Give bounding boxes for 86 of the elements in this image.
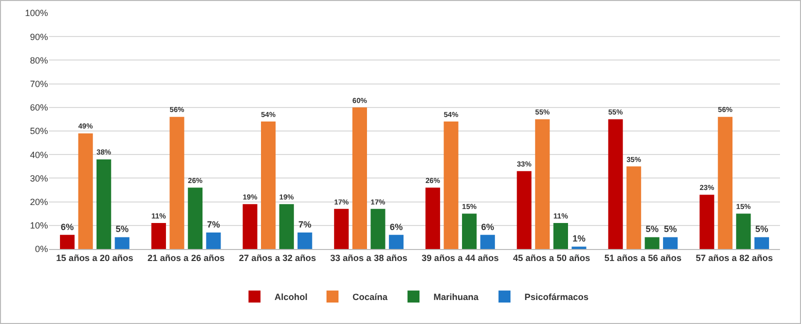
data-label: 15%: [736, 202, 752, 211]
data-label: 7%: [206, 219, 220, 230]
x-tick-label: 21 años a 26 años: [148, 252, 225, 263]
bar: [425, 188, 440, 249]
bar: [206, 232, 221, 249]
data-label: 26%: [188, 176, 204, 186]
x-tick-label: 45 años a 50 años: [513, 252, 590, 263]
data-label: 54%: [260, 110, 276, 119]
y-tick-label: 80%: [30, 55, 48, 66]
bar: [188, 188, 203, 249]
x-tick-label: 27 años a 32 años: [238, 252, 316, 263]
x-tick-label: 51 años a 56 años: [604, 252, 682, 263]
data-label: 17%: [334, 197, 350, 206]
y-tick-label: 10%: [30, 220, 48, 231]
y-tick-label: 60%: [30, 102, 48, 113]
data-label: 5%: [646, 224, 659, 234]
data-label: 11%: [151, 211, 166, 220]
bar: [279, 204, 294, 249]
data-label: 23%: [700, 183, 715, 192]
bar: [334, 208, 349, 249]
bar: [535, 119, 550, 249]
y-tick-label: 20%: [30, 196, 48, 207]
bar: [480, 234, 495, 249]
data-label: 35%: [626, 154, 642, 164]
data-label: 11%: [553, 211, 568, 220]
x-tick-label: 15 años a 20 años: [56, 252, 134, 263]
data-label: 5%: [116, 224, 129, 234]
data-label: 54%: [444, 110, 459, 119]
data-label: 17%: [370, 197, 386, 206]
bar: [516, 171, 532, 249]
bar: [700, 194, 714, 249]
y-tick-label: 90%: [30, 32, 48, 42]
legend-label: Alcohol: [274, 292, 308, 302]
bar: [388, 234, 404, 249]
bar: [444, 122, 458, 249]
bar: [151, 223, 166, 249]
y-tick-label: 70%: [30, 78, 48, 89]
data-label: 7%: [298, 219, 312, 230]
data-label: 55%: [535, 108, 550, 117]
bar: [718, 116, 732, 249]
y-tick-label: 0%: [34, 244, 48, 254]
data-label: 19%: [279, 192, 294, 202]
data-label: 1%: [572, 234, 586, 244]
data-label: 15%: [462, 202, 478, 211]
y-tick-label: 100%: [24, 8, 48, 18]
data-label: 6%: [481, 222, 494, 232]
x-tick-label: 57 años a 82 años: [696, 252, 773, 263]
bar: [260, 122, 276, 249]
x-tick-label: 33 años a 38 años: [330, 252, 408, 263]
y-tick-label: 50%: [30, 126, 48, 136]
bar: [114, 237, 130, 249]
data-label: 5%: [664, 224, 677, 234]
bar: [553, 223, 568, 249]
legend-label: Cocaína: [352, 292, 389, 302]
data-label: 19%: [242, 192, 258, 202]
bar: [370, 208, 386, 249]
data-label: 56%: [170, 105, 185, 114]
data-label: 6%: [390, 222, 403, 232]
legend-label: Marihuana: [434, 292, 480, 302]
bar: [462, 214, 477, 249]
data-label: 33%: [516, 159, 532, 168]
bar: [644, 237, 660, 249]
bar: [663, 237, 678, 249]
x-tick-label: 39 años a 44 años: [422, 252, 499, 263]
data-label: 6%: [60, 222, 74, 232]
data-label: 55%: [608, 108, 624, 117]
data-label: 5%: [755, 224, 768, 234]
y-tick-label: 30%: [30, 173, 48, 184]
data-label: 56%: [718, 105, 733, 114]
bar: [78, 133, 93, 249]
bar: [736, 214, 751, 249]
bar: [170, 116, 184, 249]
bar: [96, 159, 112, 249]
data-label: 49%: [78, 122, 94, 131]
y-tick-label: 40%: [30, 150, 48, 160]
bar: [60, 234, 75, 249]
bar: [608, 119, 623, 249]
bar: [754, 237, 770, 249]
data-label: 26%: [425, 176, 441, 186]
bar: [352, 107, 367, 249]
bar: [242, 204, 258, 249]
data-label: 60%: [352, 96, 368, 105]
legend-label: Psicofármacos: [524, 292, 589, 302]
bar: [298, 232, 312, 249]
data-label: 38%: [96, 148, 112, 157]
bar: [626, 166, 642, 249]
